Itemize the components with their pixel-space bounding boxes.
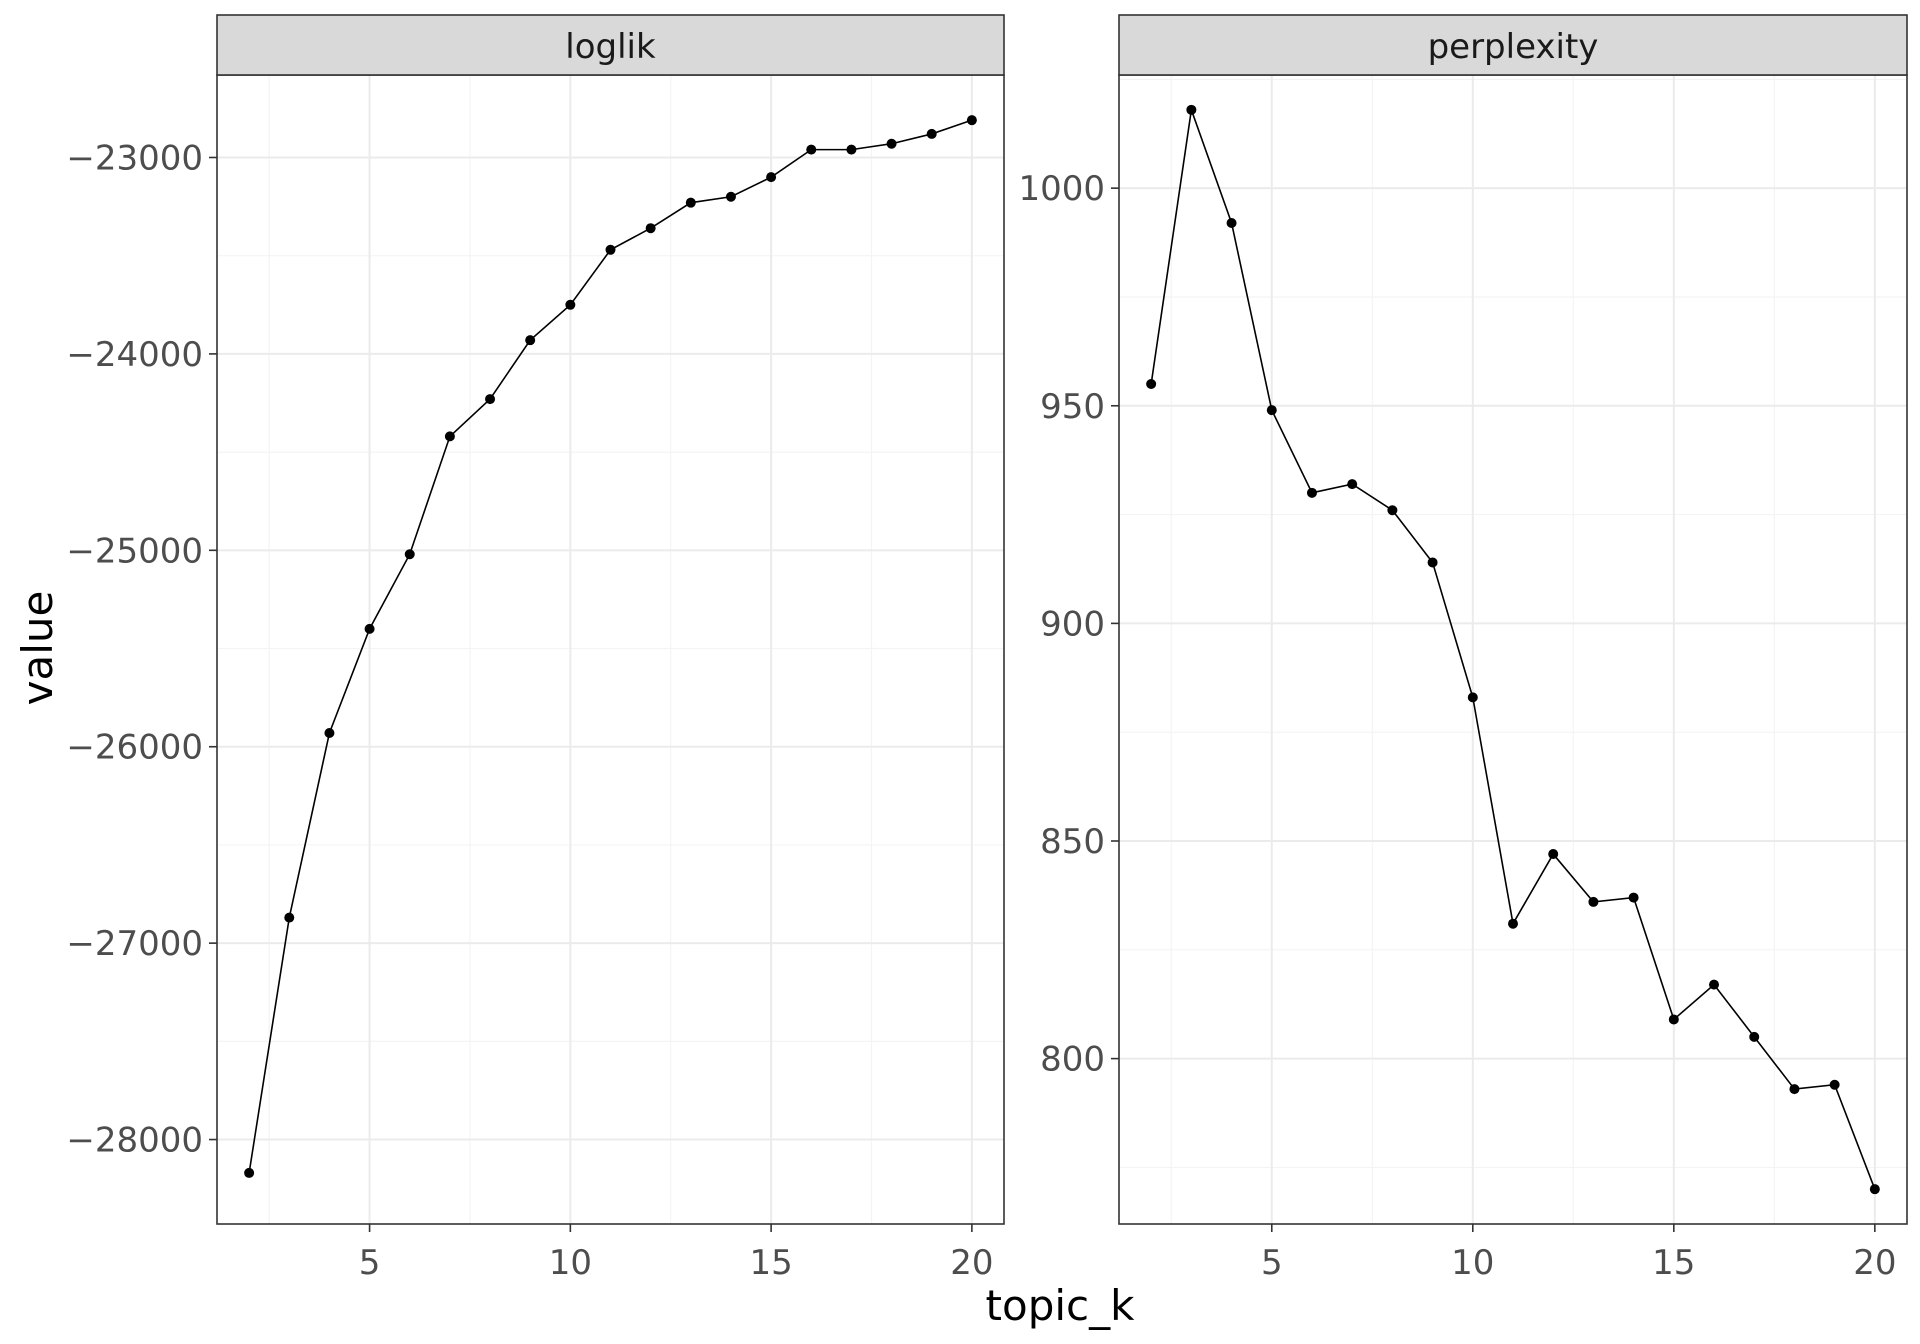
data-point [766, 172, 777, 183]
data-point [1467, 692, 1478, 703]
facet-strip-label: loglik [565, 27, 656, 67]
data-point [364, 623, 375, 634]
data-point [1749, 1031, 1760, 1042]
data-point [1829, 1079, 1840, 1090]
x-tick-label: 10 [1451, 1243, 1494, 1283]
y-tick-label: −24000 [66, 335, 203, 375]
data-point [806, 144, 817, 155]
data-point [886, 138, 897, 149]
data-point [404, 549, 415, 560]
panel-loglik: 5 10 15 20 −28000 −27000 −26000 −25000 −24000 −23… [66, 14, 1005, 1283]
data-point [1186, 104, 1197, 115]
data-point [1347, 479, 1358, 490]
data-point [926, 128, 937, 139]
data-point [605, 244, 616, 255]
y-tick-label: 850 [1040, 822, 1105, 862]
data-point [1668, 1014, 1679, 1025]
data-point [1387, 505, 1398, 516]
x-tick-label: 10 [549, 1243, 592, 1283]
y-axis-title: value [13, 591, 62, 706]
data-point [685, 197, 696, 208]
data-point [565, 299, 576, 310]
x-tick-label: 5 [359, 1243, 381, 1283]
data-point [1548, 849, 1559, 860]
panel-perplexity: 5 10 15 20 800 850 900 950 1000 perplexity [1018, 14, 1908, 1283]
data-point [846, 144, 857, 155]
y-tick-label: −28000 [66, 1121, 203, 1161]
data-point [1628, 892, 1639, 903]
data-point [1146, 379, 1157, 390]
data-point [1588, 896, 1599, 907]
data-point [1226, 217, 1237, 228]
y-tick-label: 900 [1040, 604, 1105, 644]
x-tick-label: 15 [1652, 1243, 1695, 1283]
data-point [444, 431, 455, 442]
y-tick-label: 1000 [1018, 169, 1105, 209]
data-point [485, 394, 496, 405]
y-tick-label: −25000 [66, 531, 203, 571]
x-tick-label: 15 [749, 1243, 792, 1283]
y-tick-label: −26000 [66, 728, 203, 768]
y-tick-label: −27000 [66, 924, 203, 964]
data-point [645, 223, 656, 234]
data-point [244, 1167, 255, 1178]
y-tick-label: 950 [1040, 387, 1105, 427]
data-point [1869, 1184, 1880, 1195]
data-point [324, 727, 335, 738]
y-tick-label: 800 [1040, 1040, 1105, 1080]
y-tick-label: −23000 [66, 138, 203, 178]
data-point [725, 191, 736, 202]
x-tick-label: 20 [1853, 1243, 1896, 1283]
facet-strip-label: perplexity [1428, 27, 1599, 67]
data-point [1427, 557, 1438, 568]
data-point [284, 912, 295, 923]
facet-strip [1118, 14, 1908, 76]
x-tick-label: 20 [950, 1243, 993, 1283]
data-point [525, 335, 536, 346]
data-point [1306, 487, 1317, 498]
data-point [1266, 405, 1277, 416]
facet-strip [216, 14, 1005, 76]
data-point [1508, 918, 1518, 929]
x-axis-title: topic_k [986, 1281, 1136, 1330]
data-point [1789, 1084, 1800, 1095]
data-point [1709, 979, 1720, 990]
x-tick-label: 5 [1261, 1243, 1283, 1283]
panel-background [1119, 75, 1907, 1224]
data-point [966, 115, 977, 126]
panel-background [217, 75, 1004, 1224]
